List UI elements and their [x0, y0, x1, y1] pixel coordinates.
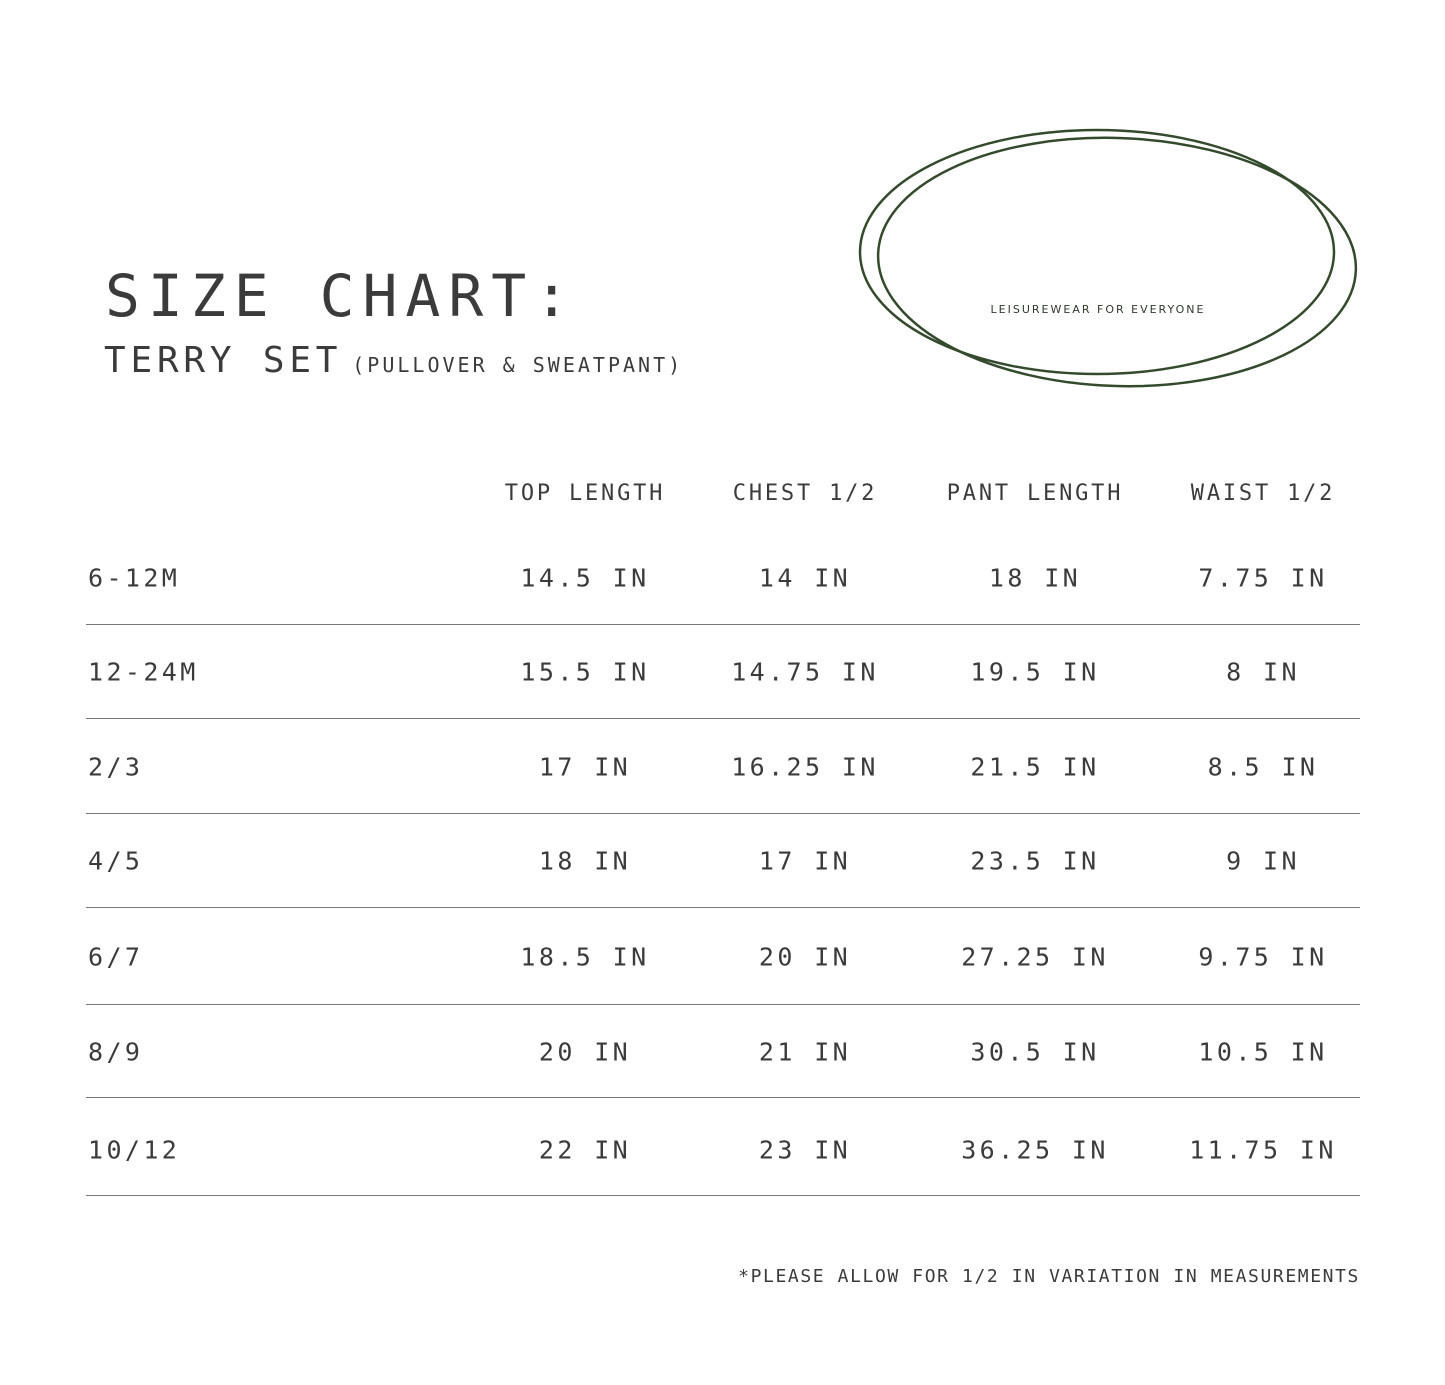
measurement-cell: 30.5 IN — [970, 1037, 1100, 1067]
measurement-cell: 18 IN — [988, 563, 1082, 593]
footnote: *PLEASE ALLOW FOR 1/2 IN VARIATION IN ME… — [738, 1266, 1360, 1287]
size-label: 6/7 — [88, 942, 144, 972]
measurement-cell: 18.5 IN — [520, 942, 650, 972]
measurement-cell: 21.5 IN — [970, 752, 1100, 782]
measurement-cell: 10.5 IN — [1198, 1037, 1328, 1067]
measurement-cell: 36.25 IN — [961, 1135, 1109, 1165]
table-row: 6/7 18.5 IN 20 IN 27.25 IN 9.75 IN — [86, 908, 1360, 1005]
measurement-cell: 11.75 IN — [1189, 1135, 1337, 1165]
measurement-cell: 27.25 IN — [961, 942, 1109, 972]
subtitle-note: (PULLOVER & SWEATPANT) — [352, 353, 684, 377]
page-title: SIZE CHART: — [105, 262, 578, 330]
page-subtitle: TERRY SET (PULLOVER & SWEATPANT) — [104, 340, 683, 381]
measurement-cell: 15.5 IN — [520, 657, 650, 687]
logo-inner-ellipse — [858, 128, 1336, 376]
measurement-cell: 17 IN — [538, 752, 632, 782]
column-header: PANT LENGTH — [946, 481, 1124, 506]
measurement-cell: 8 IN — [1226, 657, 1300, 687]
size-label: 2/3 — [88, 752, 144, 782]
measurement-cell: 22 IN — [538, 1135, 632, 1165]
size-label: 4/5 — [88, 846, 144, 876]
measurement-cell: 21 IN — [758, 1037, 852, 1067]
table-row: 6-12M 14.5 IN 14 IN 18 IN 7.75 IN — [86, 530, 1360, 625]
size-label: 12-24M — [88, 657, 199, 687]
column-header: TOP LENGTH — [504, 481, 666, 506]
measurement-cell: 17 IN — [758, 846, 852, 876]
measurement-cell: 20 IN — [538, 1037, 632, 1067]
measurement-cell: 23.5 IN — [970, 846, 1100, 876]
measurement-cell: 23 IN — [758, 1135, 852, 1165]
size-label: 6-12M — [88, 563, 181, 593]
column-header: WAIST 1/2 — [1190, 481, 1336, 506]
table-row: 8/9 20 IN 21 IN 30.5 IN 10.5 IN — [86, 1005, 1360, 1098]
logo-outer-ellipse — [876, 136, 1358, 388]
size-label: 10/12 — [88, 1135, 181, 1165]
size-label: 8/9 — [88, 1037, 144, 1067]
measurement-cell: 7.75 IN — [1198, 563, 1328, 593]
measurement-cell: 20 IN — [758, 942, 852, 972]
measurement-cell: 14.75 IN — [731, 657, 879, 687]
measurement-cell: 16.25 IN — [731, 752, 879, 782]
logo-tagline: LEISUREWEAR FOR EVERYONE — [991, 303, 1206, 316]
measurement-cell: 14.5 IN — [520, 563, 650, 593]
table-row: 4/5 18 IN 17 IN 23.5 IN 9 IN — [86, 814, 1360, 908]
table-row: 12-24M 15.5 IN 14.75 IN 19.5 IN 8 IN — [86, 625, 1360, 719]
column-header: CHEST 1/2 — [732, 481, 878, 506]
measurement-cell: 9 IN — [1226, 846, 1300, 876]
logo-graphic: EVERYDAY LEISUREWEAR FOR EVERYONE — [858, 0, 1358, 388]
measurement-cell: 19.5 IN — [970, 657, 1100, 687]
measurement-cell: 14 IN — [758, 563, 852, 593]
table-row: 2/3 17 IN 16.25 IN 21.5 IN 8.5 IN — [86, 719, 1360, 814]
subtitle-text: TERRY SET — [104, 340, 343, 381]
measurement-cell: 8.5 IN — [1207, 752, 1319, 782]
measurement-cell: 9.75 IN — [1198, 942, 1328, 972]
table-row: 10/12 22 IN 23 IN 36.25 IN 11.75 IN — [86, 1098, 1360, 1196]
brand-logo: EVERYDAY LEISUREWEAR FOR EVERYONE — [855, 0, 1365, 394]
measurement-cell: 18 IN — [538, 846, 632, 876]
